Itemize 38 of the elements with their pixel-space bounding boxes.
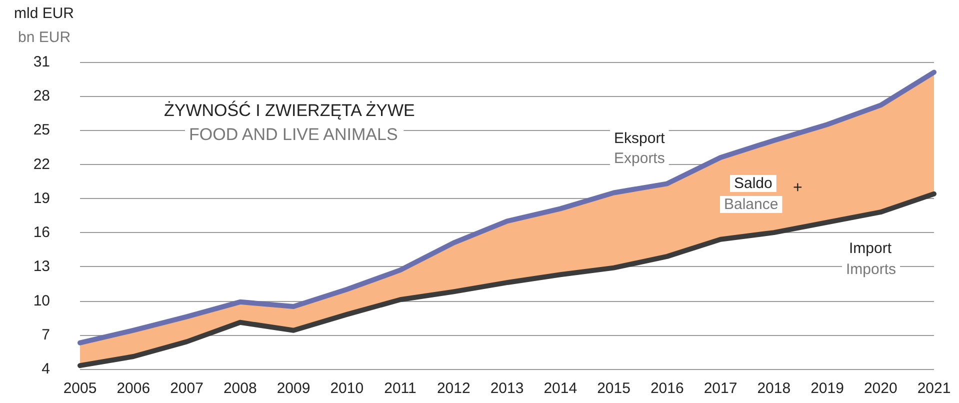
x-tick-label: 2006	[116, 380, 150, 397]
y-tick-label: 13	[33, 258, 50, 276]
annotation: Exports	[614, 150, 665, 167]
x-tick-label: 2008	[223, 380, 257, 397]
text: Eksport	[614, 130, 666, 147]
text: ŻYWNOŚĆ I ZWIERZĘTA ŻYWE	[164, 100, 415, 120]
y-tick-label: 10	[33, 292, 50, 310]
y-tick-label: 7	[42, 326, 50, 344]
text: FOOD AND LIVE ANIMALS	[189, 125, 398, 144]
x-tick-label: 2014	[544, 380, 578, 397]
x-tick-label: 2012	[436, 380, 470, 397]
x-tick-label: 2017	[704, 380, 738, 397]
y-tick-label: 31	[33, 54, 50, 70]
y-tick-label: 28	[33, 88, 50, 105]
text: bn EUR	[18, 29, 71, 46]
x-tick-label: 2016	[650, 380, 684, 397]
x-tick-label: 2010	[330, 380, 364, 397]
annotation: Balance	[724, 196, 778, 213]
x-tick-label: 2018	[757, 380, 791, 397]
x-tick-label: 2011	[384, 380, 416, 397]
annotation: +	[793, 180, 802, 196]
x-tick-label: 2019	[810, 380, 844, 397]
x-tick-label: 2013	[490, 380, 524, 397]
x-tick-label: 2020	[864, 380, 898, 397]
y-tick-label: 22	[33, 156, 50, 173]
x-tick-label: 2007	[170, 380, 204, 397]
y-tick-label: 19	[33, 190, 50, 207]
x-tick-label: 2005	[63, 380, 97, 397]
x-tick-label: 2009	[276, 380, 310, 397]
y-tick-label: 4	[42, 360, 50, 378]
y-axis-title: mld EUR	[14, 5, 74, 22]
y-tick-label: 16	[33, 224, 50, 242]
x-tick-label: 2021	[917, 380, 951, 397]
series-label: Import	[849, 240, 892, 257]
annotation: Imports	[846, 261, 896, 278]
x-tick-label: 2015	[597, 380, 630, 397]
y-tick-label: 25	[33, 122, 50, 139]
series-label: Saldo	[734, 175, 772, 192]
